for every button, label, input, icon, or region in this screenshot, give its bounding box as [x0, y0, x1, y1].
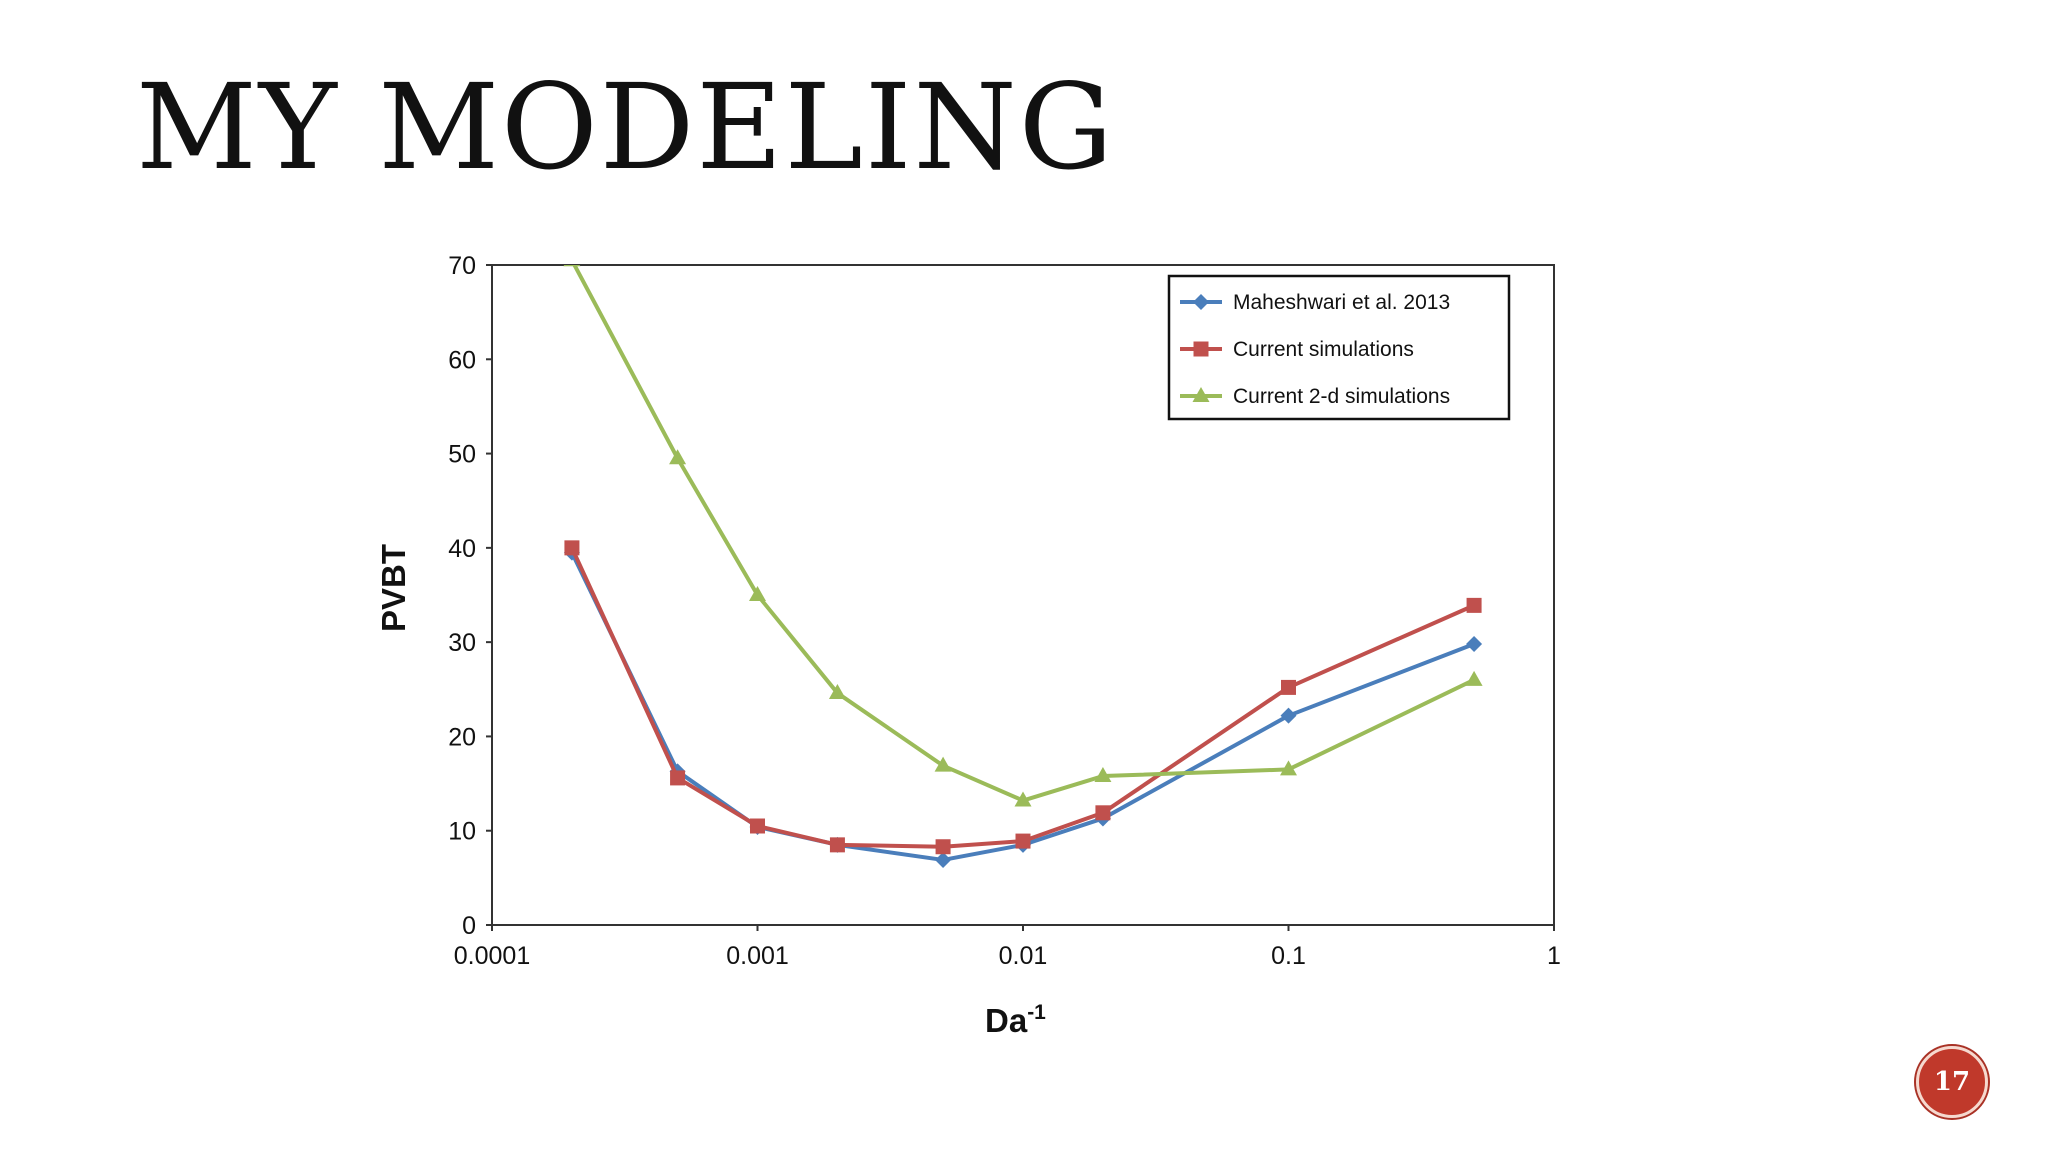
data-point	[828, 684, 846, 700]
data-point	[1280, 760, 1297, 776]
data-point	[829, 837, 845, 853]
data-point	[1466, 597, 1482, 613]
data-point	[1466, 636, 1483, 653]
legend-label: Maheshwari et al. 2013	[1233, 291, 1450, 314]
data-point	[1094, 767, 1112, 783]
data-point	[1465, 670, 1483, 686]
x-axis-title: Da-1	[985, 1001, 1046, 1039]
legend-entries: Maheshwari et al. 2013 Current simulation…	[1180, 291, 1450, 408]
y-axis-ticks: 0 10 20 30 40 50 60 70	[448, 252, 492, 940]
x-tick-label: 0.001	[726, 942, 789, 970]
series-2	[564, 540, 1482, 855]
data-point	[1095, 805, 1111, 821]
x-axis-title-base: Da	[985, 1002, 1028, 1039]
legend-box	[1167, 274, 1511, 421]
y-tick-label: 10	[448, 818, 476, 846]
data-point	[669, 449, 687, 465]
series-layer	[563, 265, 1483, 868]
data-point	[1014, 791, 1032, 807]
series-1	[563, 544, 1483, 868]
y-tick-label: 40	[448, 535, 476, 563]
x-axis-title-superscript: -1	[1027, 1001, 1046, 1024]
y-tick-label: 60	[448, 346, 476, 374]
legend-label: Current 2-d simulations	[1233, 385, 1450, 408]
x-tick-label: 0.1	[1271, 942, 1306, 970]
legend-entry: Current simulations	[1180, 338, 1414, 361]
page-number-badge: 17	[1916, 1046, 1988, 1118]
legend-marker	[1193, 341, 1209, 357]
x-axis-ticks: 0.0001 0.001 0.01 0.1 1	[454, 925, 1561, 970]
y-tick-label: 0	[462, 912, 476, 940]
legend-label: Current simulations	[1233, 338, 1414, 361]
data-point	[1281, 679, 1296, 695]
y-tick-label: 50	[448, 441, 476, 469]
y-axis-title: PVBT	[375, 544, 412, 632]
data-point	[1280, 707, 1297, 724]
y-tick-label: 20	[448, 723, 476, 751]
y-tick-label: 70	[448, 252, 476, 280]
data-point	[564, 540, 580, 556]
y-tick-label: 30	[448, 629, 476, 657]
legend-marker	[1192, 387, 1210, 402]
data-point	[935, 839, 951, 855]
x-tick-label: 1	[1547, 942, 1561, 970]
data-point	[750, 818, 765, 834]
legend-entry: Maheshwari et al. 2013	[1180, 291, 1450, 314]
data-point	[563, 265, 581, 267]
x-tick-label: 0.0001	[454, 942, 530, 970]
slide-title: MY MODELING	[136, 58, 1116, 196]
legend-marker	[1193, 294, 1209, 310]
data-point	[934, 756, 952, 772]
legend-entry: Current 2-d simulations	[1180, 385, 1450, 408]
data-point	[1015, 833, 1031, 849]
series-line	[570, 551, 1475, 862]
series-3	[563, 265, 1483, 807]
data-point	[670, 770, 686, 786]
data-point	[749, 586, 766, 601]
x-tick-label: 0.01	[999, 942, 1048, 970]
data-point	[935, 851, 952, 868]
legend: Maheshwari et al. 2013 Current simulation…	[1167, 274, 1511, 421]
